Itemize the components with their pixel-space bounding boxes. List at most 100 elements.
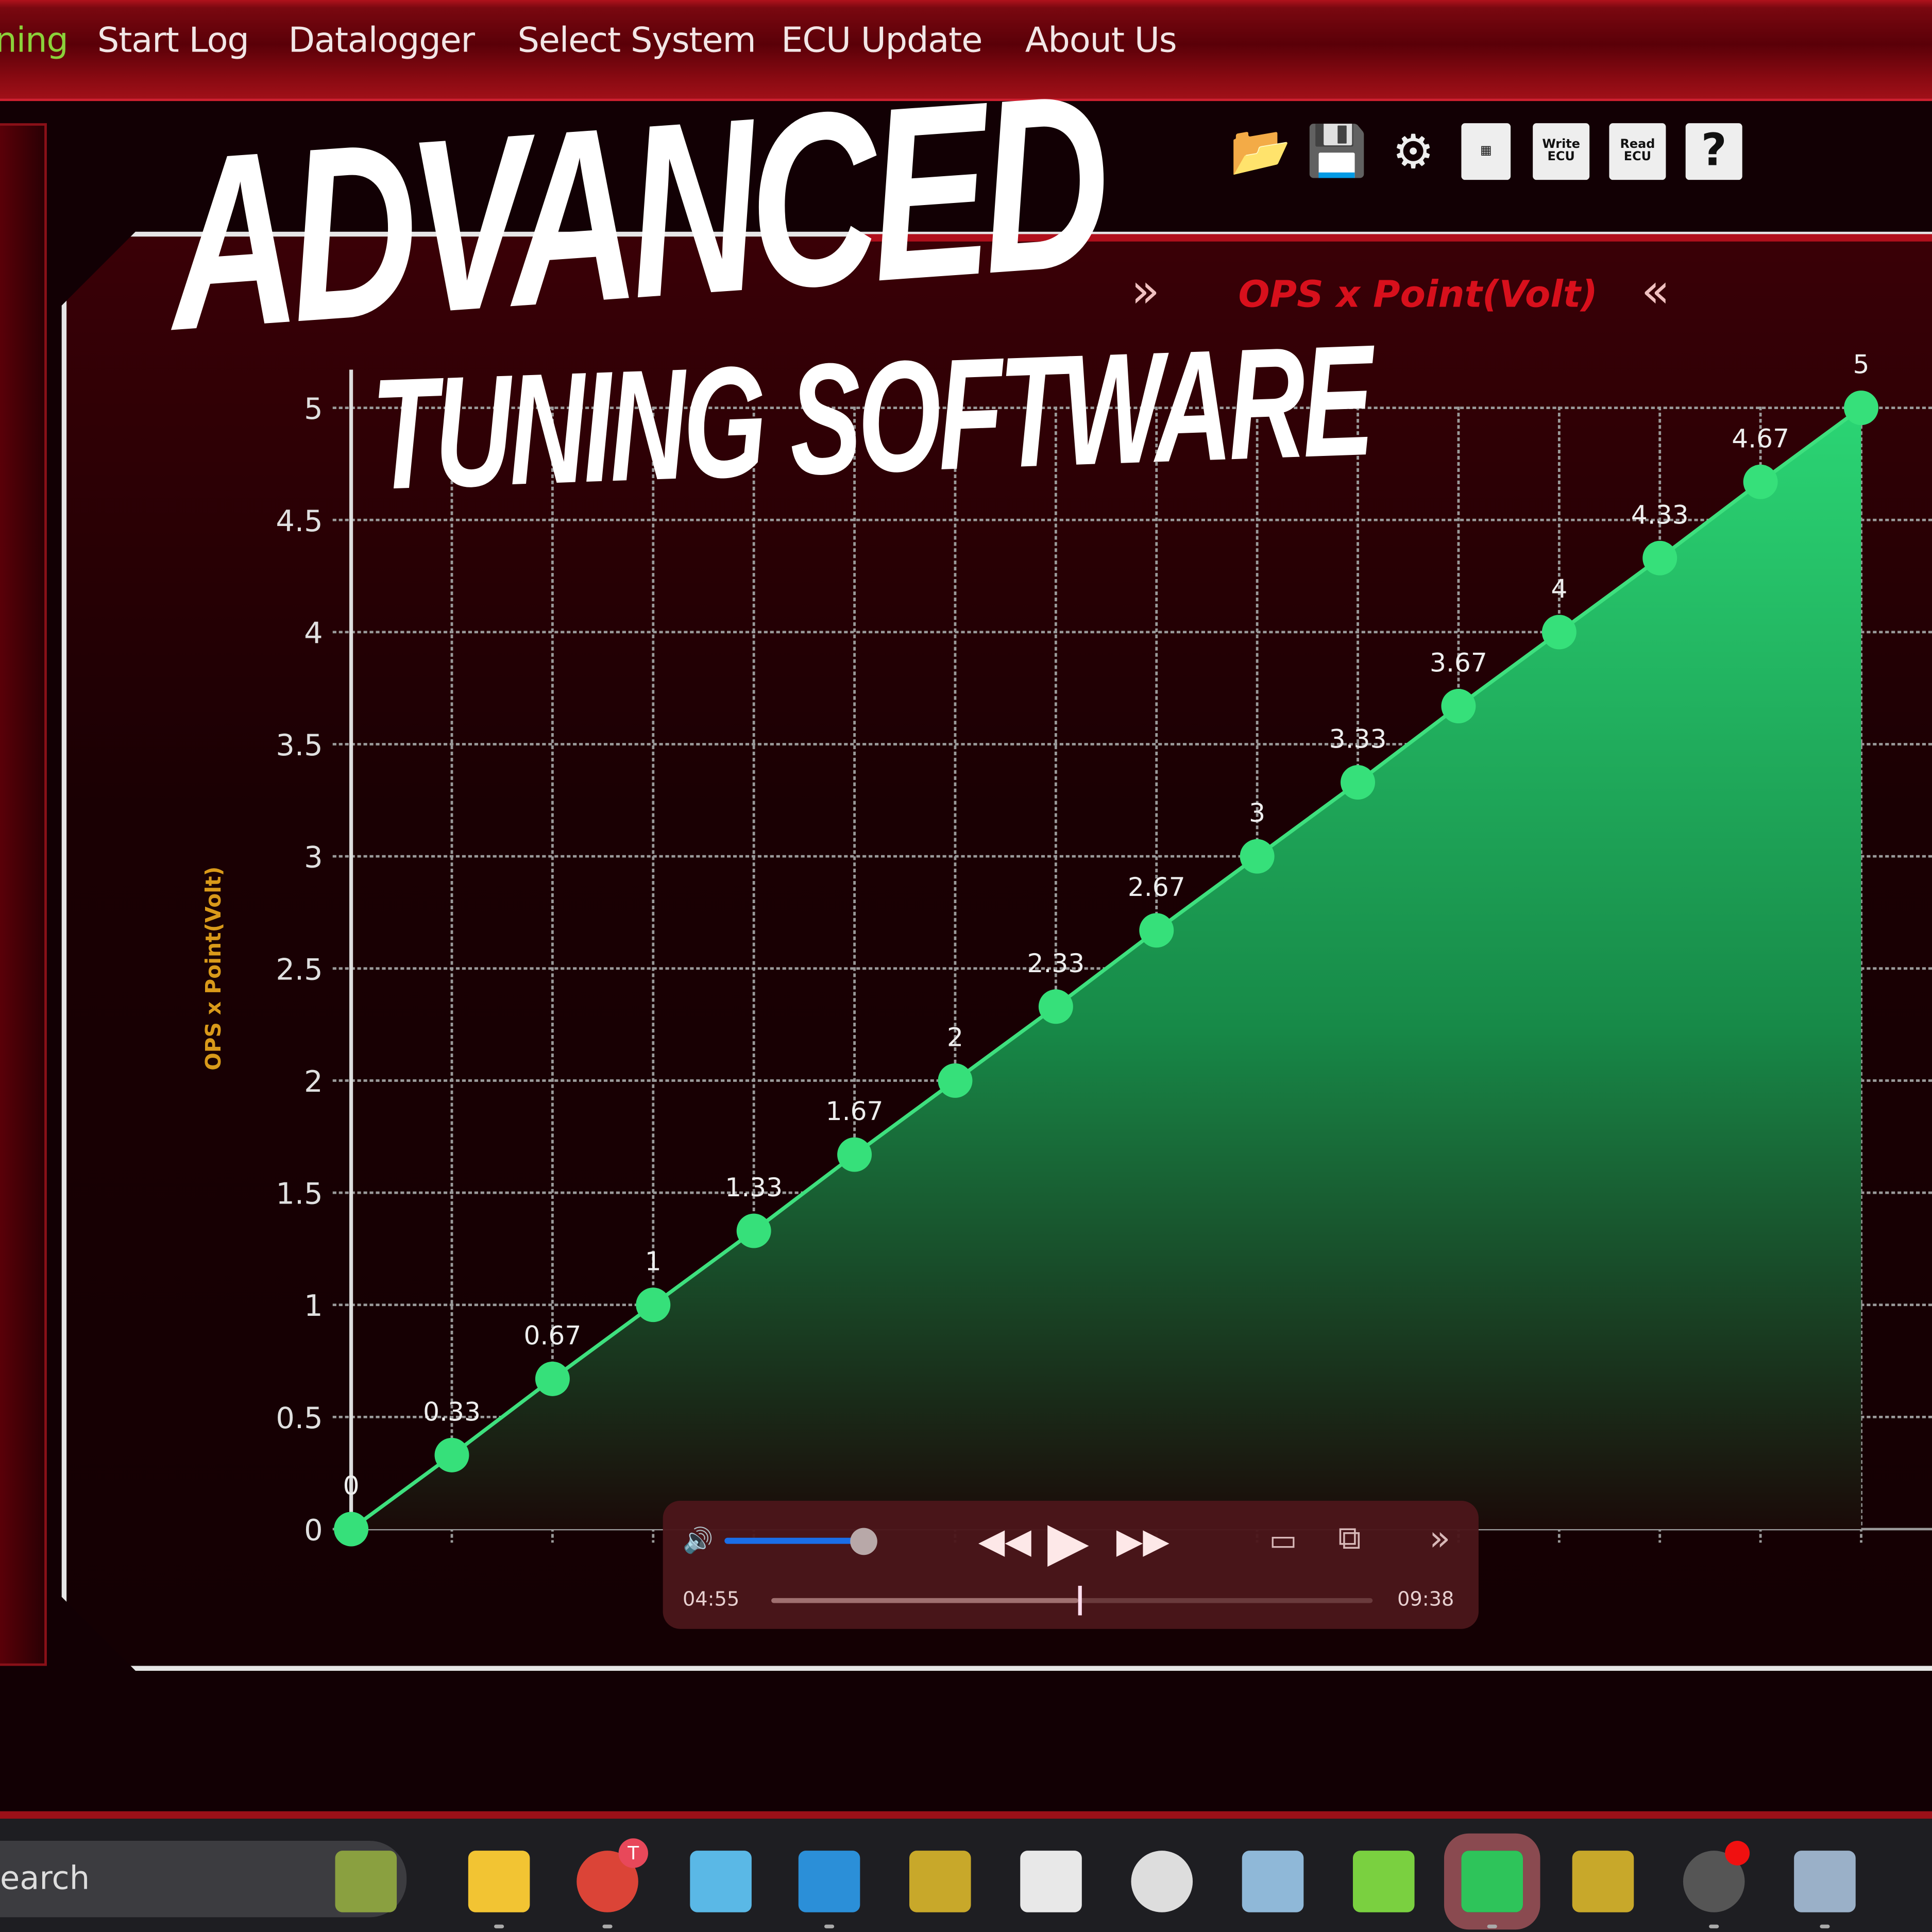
menu-item-ecu-update[interactable]: ECU Update — [781, 20, 982, 61]
elapsed-time: 04:55 — [682, 1587, 740, 1611]
running-indicator — [1487, 1924, 1497, 1928]
crown-icon[interactable] — [1572, 1851, 1634, 1912]
chevron-left-icon: « — [1641, 263, 1670, 318]
data-label: 1.67 — [826, 1096, 884, 1126]
data-point — [938, 1063, 973, 1098]
data-label: 0 — [343, 1470, 360, 1501]
tree-icon[interactable] — [335, 1851, 397, 1912]
overlay-subtitle: TUNING SOFTWARE — [369, 312, 1374, 524]
data-label: 2.67 — [1128, 872, 1185, 902]
data-label: 4 — [1551, 573, 1567, 604]
settings-icon[interactable] — [1794, 1851, 1856, 1912]
folder-open-icon[interactable]: 📂 — [1230, 123, 1292, 180]
progress-knob[interactable] — [1078, 1585, 1082, 1616]
overlay-title: ADVANCED — [159, 43, 1112, 383]
gears-icon[interactable]: ⚙ — [1392, 124, 1434, 179]
airplay-icon[interactable]: ▭ — [1269, 1523, 1297, 1557]
y-tick-label: 2 — [304, 1064, 323, 1099]
data-label: 4.33 — [1631, 499, 1689, 530]
data-point — [434, 1437, 469, 1472]
data-point — [1038, 989, 1073, 1024]
y-tick-label: 4 — [304, 616, 323, 650]
menu-item-tuning[interactable]: ning — [0, 20, 69, 61]
chatgpt-icon[interactable] — [1131, 1851, 1193, 1912]
y-tick-label: 3 — [304, 840, 323, 875]
data-label: 4.67 — [1732, 423, 1789, 453]
arrow-app-icon[interactable] — [798, 1851, 860, 1912]
fast-forward-icon[interactable]: ▶▶ — [1116, 1520, 1170, 1562]
y-tick-label: 1 — [304, 1289, 323, 1323]
data-point — [736, 1213, 771, 1248]
recording-indicator — [1725, 1841, 1750, 1866]
chrome-notification-badge: T — [618, 1838, 648, 1868]
data-label: 1.33 — [725, 1172, 783, 1202]
running-indicator — [824, 1924, 835, 1928]
chart-title: OPS x Point(Volt) — [1238, 273, 1598, 317]
picture-in-picture-icon[interactable]: ⧉ — [1338, 1520, 1361, 1557]
y-tick-label: 1.5 — [276, 1177, 323, 1211]
total-time: 09:38 — [1397, 1587, 1454, 1611]
series-line — [350, 406, 1862, 1531]
search-text: earch — [0, 1860, 90, 1898]
calculator-icon[interactable]: ▦ — [1461, 123, 1511, 180]
progress-bar[interactable] — [771, 1585, 1373, 1616]
crown-icon[interactable] — [909, 1851, 971, 1912]
chart-app-icon[interactable] — [1352, 1851, 1415, 1912]
y-tick-label: 0.5 — [276, 1401, 323, 1435]
data-label: 2 — [947, 1022, 963, 1052]
taskbar: earch T — [0, 1811, 1932, 1932]
y-tick-label: 5 — [304, 392, 323, 426]
data-label: 2.33 — [1027, 948, 1084, 978]
running-indicator — [1709, 1924, 1719, 1928]
data-point — [1139, 913, 1174, 948]
menu-item-datalogger[interactable]: Datalogger — [288, 20, 475, 61]
more-chevron-icon[interactable]: » — [1429, 1518, 1451, 1559]
rewind-icon[interactable]: ◀◀ — [978, 1520, 1031, 1562]
menu-item-select-system[interactable]: Select System — [517, 20, 756, 61]
running-indicator — [602, 1924, 613, 1928]
data-point — [636, 1287, 671, 1323]
running-indicator — [1820, 1924, 1830, 1928]
help-button[interactable]: ? — [1685, 123, 1742, 180]
video-player-controls: 🔊 ◀◀ ▶ ▶▶ ▭ ⧉ » 04:55 09:38 — [663, 1500, 1479, 1629]
volume-slider[interactable] — [724, 1537, 868, 1544]
menu-item-start-log[interactable]: Start Log — [97, 20, 249, 61]
frame-accent — [862, 234, 1932, 242]
write-ecu-button[interactable]: Write ECU — [1533, 123, 1590, 180]
calculator-icon[interactable] — [1242, 1851, 1304, 1912]
data-point — [334, 1512, 369, 1547]
y-tick-label: 0 — [304, 1513, 323, 1547]
volume-icon[interactable]: 🔊 — [682, 1525, 714, 1555]
chevron-right-icon: » — [1131, 263, 1160, 318]
file-explorer-icon[interactable] — [468, 1851, 530, 1912]
play-icon[interactable]: ▶ — [1047, 1511, 1089, 1574]
data-point — [1441, 689, 1476, 724]
y-tick-label: 3.5 — [276, 728, 323, 762]
data-point — [1541, 615, 1577, 650]
menu-item-about-us[interactable]: About Us — [1025, 20, 1177, 61]
save-icon[interactable]: 💾 — [1306, 123, 1368, 180]
data-point — [1240, 839, 1275, 874]
data-label: 3.67 — [1430, 648, 1487, 678]
data-point — [1844, 391, 1878, 426]
read-ecu-button[interactable]: Read ECU — [1609, 123, 1666, 180]
data-point — [535, 1361, 570, 1396]
y-tick-label: 2.5 — [276, 952, 323, 987]
data-label: 3.33 — [1329, 724, 1387, 754]
data-point — [1642, 540, 1677, 575]
data-point — [1743, 464, 1778, 499]
data-label: 3 — [1249, 798, 1265, 828]
data-point — [1341, 765, 1376, 800]
volume-knob[interactable] — [850, 1528, 877, 1555]
data-label: 0.33 — [423, 1396, 481, 1427]
data-point — [837, 1137, 872, 1172]
left-panel — [0, 123, 47, 1666]
notepad-icon[interactable] — [690, 1851, 752, 1912]
snipping-tool-icon[interactable] — [1020, 1851, 1082, 1912]
data-label: 5 — [1853, 349, 1870, 380]
wechat-icon[interactable] — [1444, 1833, 1540, 1930]
progress-fill — [771, 1598, 1078, 1603]
y-tick-label: 4.5 — [276, 504, 323, 538]
